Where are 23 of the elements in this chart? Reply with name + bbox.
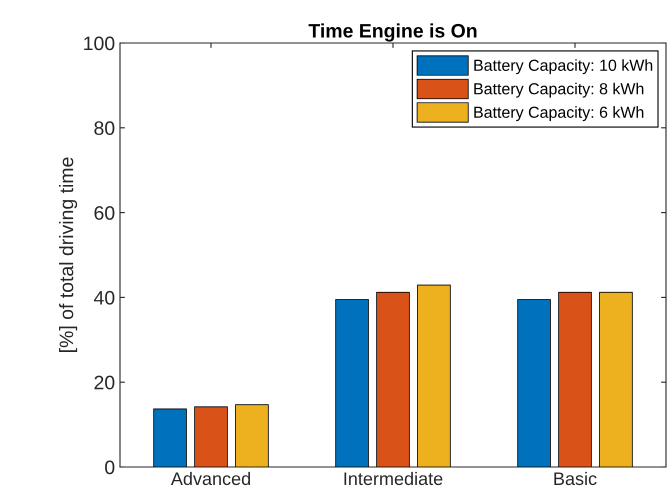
y-tick-label: 40 [94, 290, 114, 305]
legend-label: Battery Capacity: 8 kWh [474, 82, 644, 98]
y-tick-label: 60 [94, 206, 114, 220]
y-axis-title: [%] of total driving time [59, 158, 78, 352]
bar [599, 292, 633, 467]
bar [517, 299, 551, 467]
bar [558, 292, 592, 467]
chart-title: Time Engine is On [308, 23, 476, 42]
bar [417, 284, 451, 467]
y-tick-label: 0 [105, 460, 114, 474]
x-tick-label: Basic [554, 472, 597, 486]
bar [335, 299, 369, 467]
y-tick-label: 80 [94, 121, 114, 136]
x-tick-label: Intermediate [344, 472, 442, 486]
bar [235, 404, 269, 467]
bar [194, 406, 228, 467]
y-tick-label: 20 [94, 376, 114, 390]
y-tick-label: 100 [84, 36, 114, 50]
bar [153, 408, 187, 467]
bar [376, 292, 410, 467]
legend-label: Battery Capacity: 10 kWh [474, 59, 652, 74]
x-tick-label: Advanced [170, 472, 250, 486]
legend-label: Battery Capacity: 6 kWh [474, 106, 644, 122]
